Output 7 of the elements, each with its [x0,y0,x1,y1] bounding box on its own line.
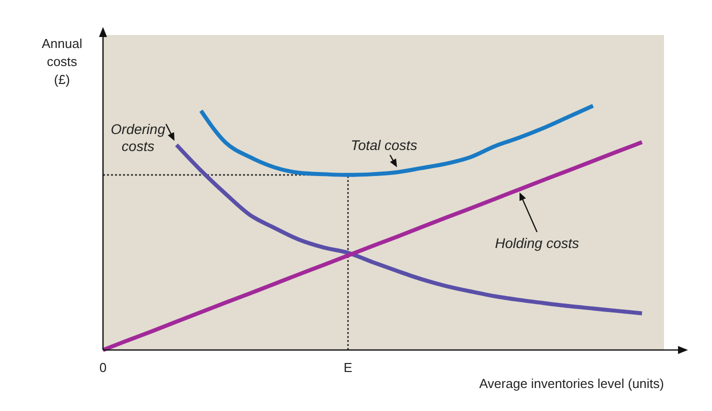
x-tick-label: E [344,360,353,375]
text: Holding costs [494,235,580,251]
x-axis-title: Average inventories level (units) [479,376,664,391]
x-tick-label: 0 [99,360,107,375]
series-label: Total costs [350,137,418,153]
y-axis-title: Annual costs (£) [42,36,82,87]
series-label: Ordering costs [110,121,166,154]
